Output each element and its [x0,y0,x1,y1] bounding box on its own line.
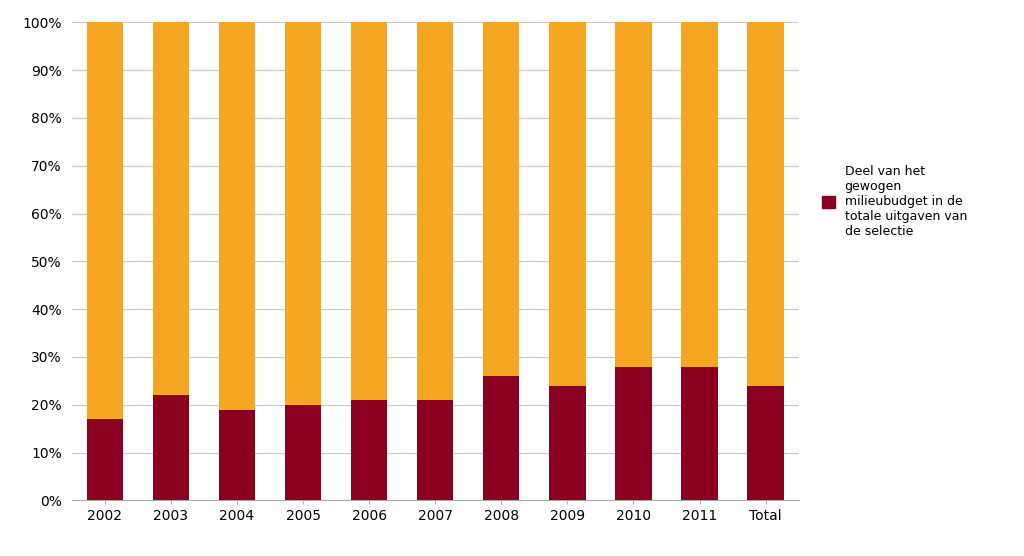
Bar [417,400,454,500]
Legend: Deel van het
gewogen
milieubudget in de
totale uitgaven van
de selectie: Deel van het gewogen milieubudget in de … [819,162,970,240]
Bar [417,22,454,400]
Bar [219,22,255,410]
Bar [153,395,189,500]
Bar [748,22,783,386]
Bar [87,22,123,419]
Bar [483,376,519,500]
Bar [549,386,586,500]
Bar [351,400,387,500]
Bar [285,22,322,405]
Bar [549,22,586,386]
Bar [615,22,651,366]
Bar [87,419,123,500]
Bar [748,386,783,500]
Bar [153,22,189,395]
Bar [351,22,387,400]
Bar [681,366,718,500]
Bar [483,22,519,376]
Bar [681,22,718,366]
Bar [615,366,651,500]
Bar [285,405,322,500]
Bar [219,410,255,500]
